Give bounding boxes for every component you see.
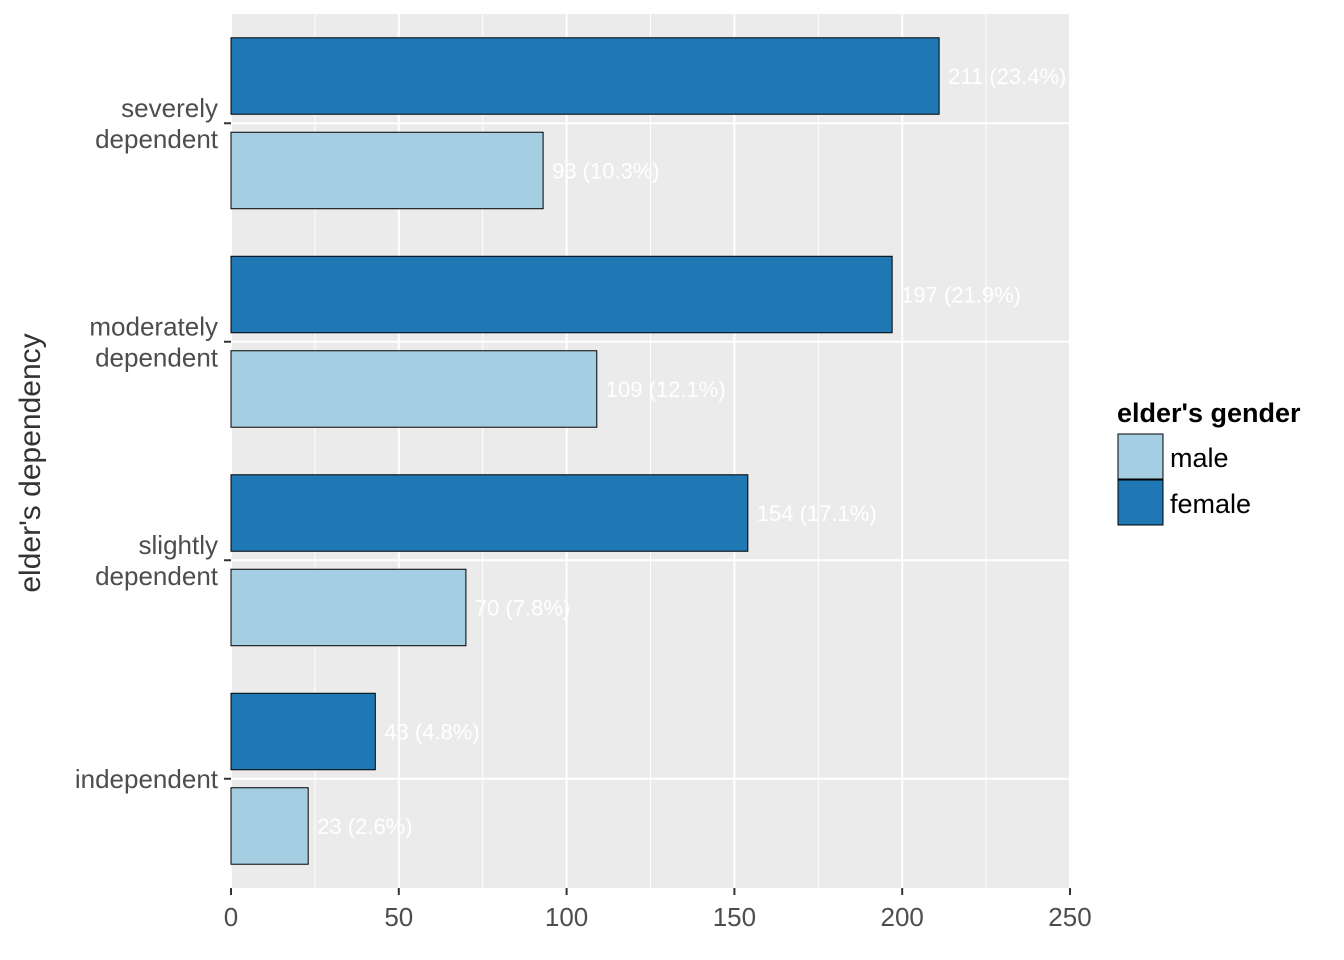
- bar-female: [230, 255, 893, 334]
- bar-value-label: 197 (21.9%): [901, 283, 1021, 308]
- legend-title: elder's gender: [1117, 398, 1301, 428]
- y-tick-label: dependent: [95, 342, 219, 372]
- bar-female: [230, 474, 749, 552]
- legend-key-male: [1117, 433, 1164, 480]
- bar-female: [230, 37, 940, 115]
- y-tick-label: slightly: [139, 530, 218, 560]
- y-tick-label: dependent: [95, 124, 219, 154]
- x-tick-label: 0: [224, 902, 238, 932]
- x-tick-label: 150: [713, 902, 756, 932]
- bar-male: [230, 787, 309, 865]
- y-tick-label: moderately: [89, 311, 218, 341]
- bar-value-label: 43 (4.8%): [384, 720, 479, 745]
- legend-label-male: male: [1170, 443, 1229, 473]
- y-tick-label: severely: [121, 93, 218, 123]
- x-tick-label: 250: [1048, 902, 1091, 932]
- bar-value-label: 154 (17.1%): [757, 501, 877, 526]
- y-tick-label: dependent: [95, 561, 219, 591]
- x-tick-label: 100: [545, 902, 588, 932]
- bar-male: [230, 568, 467, 647]
- legend-key-female: [1117, 479, 1164, 526]
- bar-value-label: 109 (12.1%): [606, 377, 726, 402]
- legend-label-female: female: [1170, 489, 1251, 519]
- bar-male: [230, 350, 598, 428]
- y-tick-label: independent: [75, 764, 219, 794]
- x-tick-label: 200: [881, 902, 924, 932]
- bar-value-label: 70 (7.8%): [475, 595, 570, 620]
- bar-value-label: 93 (10.3%): [552, 158, 660, 183]
- bar-female: [230, 692, 376, 771]
- bar-value-label: 211 (23.4%): [948, 64, 1066, 89]
- bar-male: [230, 131, 544, 210]
- y-axis-title: elder's dependency: [14, 333, 47, 592]
- x-tick-label: 50: [384, 902, 413, 932]
- bar-value-label: 23 (2.6%): [317, 814, 412, 839]
